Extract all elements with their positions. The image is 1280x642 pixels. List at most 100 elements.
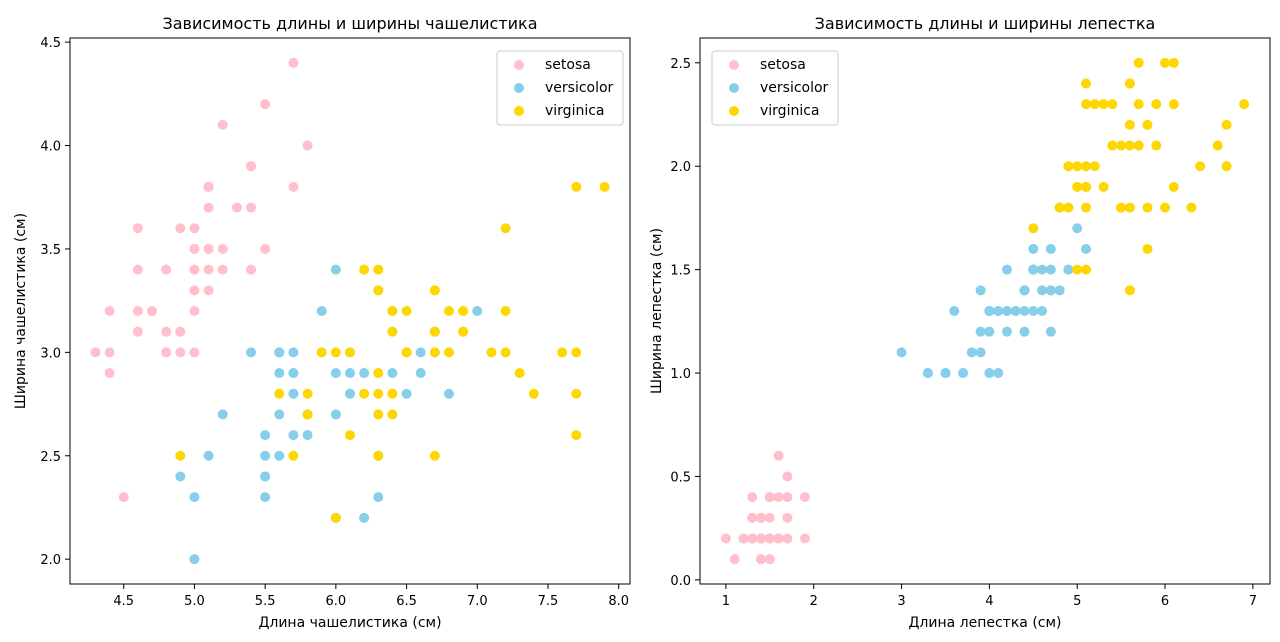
- y-axis-label-petal: Ширина лепестка (см): [649, 228, 665, 394]
- point-virginica-3: [1124, 202, 1135, 213]
- point-setosa-26: [773, 492, 784, 503]
- point-setosa-20: [782, 533, 793, 544]
- x-tick-label: 4.5: [113, 594, 134, 609]
- point-versicolor-37: [1019, 306, 1030, 316]
- point-virginica-32: [1124, 119, 1135, 130]
- point-setosa-17: [203, 243, 214, 254]
- legend-box-petal: [711, 50, 839, 126]
- point-versicolor-9: [975, 285, 986, 296]
- point-versicolor-46: [1001, 306, 1012, 316]
- x-tick-label: 6.5: [396, 594, 417, 609]
- point-versicolor-6: [1045, 243, 1056, 254]
- point-virginica-0: [373, 285, 384, 296]
- point-virginica-2: [486, 347, 497, 358]
- point-versicolor-25: [415, 347, 426, 358]
- point-setosa-43: [189, 243, 200, 254]
- point-setosa-46: [203, 181, 214, 192]
- point-virginica-28: [1124, 140, 1135, 151]
- point-virginica-46: [1072, 181, 1083, 192]
- x-tick-label: 3: [897, 594, 905, 609]
- point-virginica-10: [401, 306, 412, 316]
- point-versicolor-49: [288, 388, 299, 399]
- point-setosa-29: [147, 306, 158, 316]
- point-setosa-24: [161, 264, 172, 275]
- point-versicolor-40: [260, 430, 271, 441]
- point-setosa-46: [773, 533, 784, 544]
- xticks-sepal: 4.5 5.0 5.5 6.0 6.5 7.0 7.5 8.0: [113, 584, 629, 609]
- point-setosa-37: [175, 223, 186, 234]
- point-versicolor-26: [1054, 285, 1065, 296]
- point-versicolor-13: [345, 368, 355, 379]
- point-virginica-21: [1063, 161, 1074, 172]
- xticks-petal: 1 2 3 4 5 6 7: [722, 584, 1257, 609]
- point-virginica-7: [514, 368, 525, 379]
- point-versicolor-0: [472, 306, 483, 316]
- point-setosa-42: [104, 306, 115, 316]
- point-setosa-32: [217, 119, 228, 130]
- point-virginica-33: [373, 388, 384, 399]
- point-virginica-41: [1081, 99, 1091, 110]
- point-versicolor-46: [288, 368, 299, 379]
- point-versicolor-19: [274, 450, 285, 461]
- point-virginica-38: [1054, 202, 1065, 213]
- point-versicolor-12: [984, 368, 995, 379]
- chart-title-petal: Зависимость длины и ширины лепестка: [815, 14, 1156, 33]
- point-versicolor-33: [1081, 243, 1091, 254]
- point-versicolor-36: [1045, 264, 1056, 275]
- legend-label-versicolor: versicolor: [545, 80, 614, 96]
- y-tick-label: 2.0: [670, 160, 691, 175]
- plot-frame-sepal: [69, 37, 631, 585]
- point-virginica-19: [330, 512, 341, 523]
- point-virginica-11: [387, 409, 398, 420]
- point-virginica-43: [1151, 99, 1162, 110]
- x-tick-label: 5: [1073, 594, 1081, 609]
- point-virginica-7: [1186, 202, 1197, 213]
- point-versicolor-31: [260, 471, 271, 482]
- point-versicolor-9: [217, 409, 228, 420]
- point-versicolor-24: [387, 368, 398, 379]
- point-versicolor-17: [993, 368, 1004, 379]
- point-setosa-33: [260, 99, 271, 110]
- point-virginica-33: [1081, 264, 1091, 275]
- point-virginica-20: [458, 306, 469, 316]
- legend-label-versicolor: versicolor: [760, 80, 829, 96]
- point-versicolor-35: [1028, 243, 1039, 254]
- point-virginica-34: [1124, 285, 1135, 296]
- y-tick-label: 0.5: [670, 470, 691, 485]
- point-virginica-0: [1160, 57, 1171, 68]
- point-versicolor-26: [443, 388, 454, 399]
- legend-marker-virginica: [729, 106, 739, 116]
- legend-marker-setosa: [514, 60, 524, 70]
- point-versicolor-48: [203, 450, 214, 461]
- legend-marker-versicolor: [729, 83, 739, 93]
- point-setosa-35: [738, 533, 749, 544]
- y-tick-label: 4.5: [40, 36, 61, 51]
- legend-petal: setosa versicolor virginica: [711, 50, 839, 126]
- point-versicolor-45: [288, 347, 299, 358]
- point-versicolor-7: [175, 471, 186, 482]
- y-tick-label: 0.0: [670, 574, 691, 589]
- point-versicolor-22: [1063, 264, 1074, 275]
- point-virginica-49: [316, 347, 327, 358]
- point-virginica-3: [373, 368, 384, 379]
- point-setosa-6: [132, 264, 143, 275]
- point-virginica-30: [528, 388, 539, 399]
- point-setosa-18: [288, 181, 299, 192]
- point-versicolor-14: [274, 368, 285, 379]
- point-virginica-31: [599, 181, 610, 192]
- point-virginica-35: [1168, 99, 1179, 110]
- point-versicolor-43: [922, 368, 933, 379]
- x-tick-label: 5.0: [184, 594, 205, 609]
- point-virginica-47: [1089, 161, 1100, 172]
- x-tick-label: 7.0: [467, 594, 488, 609]
- point-setosa-13: [729, 554, 740, 565]
- legend-marker-setosa: [729, 60, 739, 70]
- point-virginica-38: [330, 347, 341, 358]
- point-virginica-13: [1072, 161, 1083, 172]
- point-virginica-40: [429, 326, 440, 337]
- point-setosa-16: [747, 492, 758, 503]
- point-versicolor-20: [316, 306, 327, 316]
- point-virginica-41: [458, 326, 469, 337]
- point-virginica-37: [1116, 202, 1127, 213]
